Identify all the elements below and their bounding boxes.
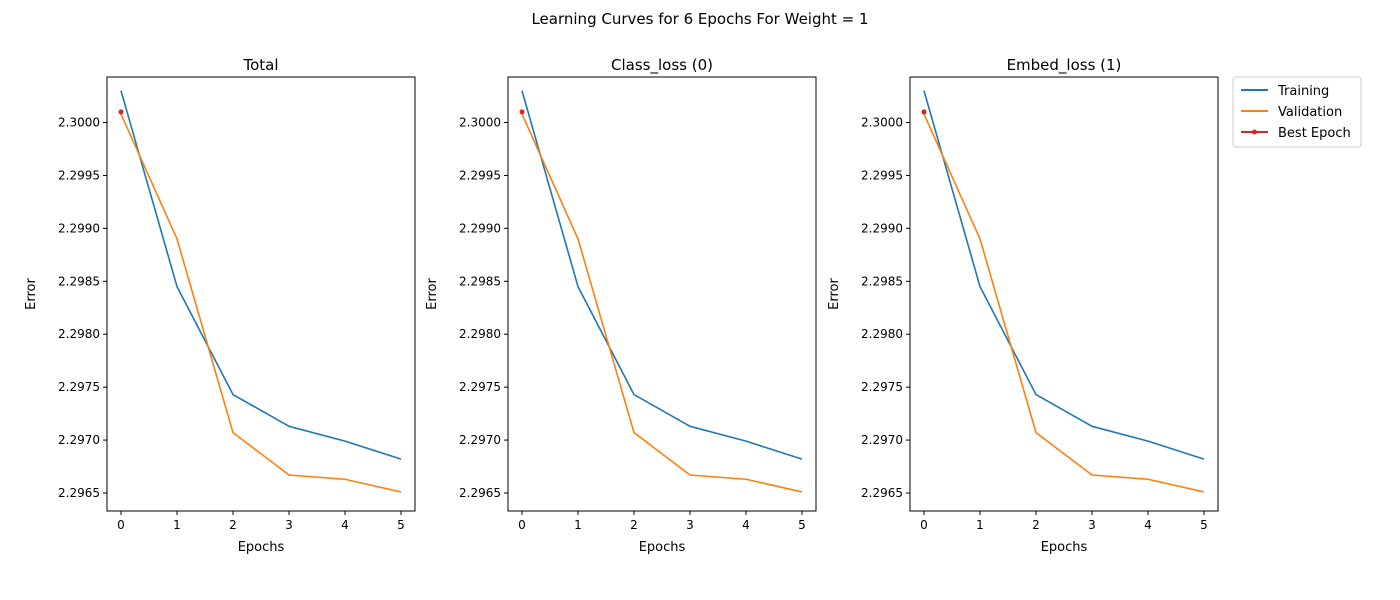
series-line-validation [923,113,1205,493]
subplot-1: Total 0 1 2 3 4 5 2.2965 2.2970 2.2975 2.2980 2.298… [24,56,416,555]
x-tick-label: 4 [1144,518,1152,532]
x-tick-label: 3 [686,518,694,532]
x-tick-label: 3 [1088,518,1096,532]
y-tick-label: 2.3000 [459,116,501,130]
series-line-validation [521,113,803,493]
axes-frame [909,76,1219,512]
legend-validation-label: Validation [1278,105,1342,120]
x-tick-label: 2 [229,518,237,532]
y-tick-label: 2.2975 [58,380,100,394]
y-axis-label: Error [24,278,39,310]
subplot-3: Embed_loss (1) 0 1 2 3 4 5 2.2965 2.2970 2.2975 2.… [827,56,1219,555]
x-axis-label: Epochs [1041,540,1088,555]
legend: Training Validation Best Epoch [1232,76,1362,148]
axes-frame [507,76,817,512]
y-tick-label: 2.2995 [459,168,501,182]
x-tick-label: 4 [341,518,349,532]
subplot-title: Class_loss (0) [611,56,713,75]
x-tick-label: 2 [630,518,638,532]
best-epoch-point [921,109,927,115]
subplot-title: Total [242,56,278,74]
series-line-training [923,90,1205,460]
y-tick-label: 2.2970 [459,433,501,447]
figure-suptitle: Learning Curves for 6 Epochs For Weight … [531,10,868,28]
y-tick-label: 2.2965 [861,486,903,500]
subplot-title: Embed_loss (1) [1007,56,1122,75]
best-epoch-point [519,109,525,115]
x-tick-label: 1 [976,518,984,532]
x-tick-label: 0 [117,518,125,532]
y-tick-label: 2.2970 [861,433,903,447]
y-axis-label: Error [425,278,440,310]
y-tick-label: 2.2975 [459,380,501,394]
y-tick-label: 2.2985 [459,274,501,288]
y-axis-label: Error [827,278,842,310]
y-tick-label: 2.2970 [58,433,100,447]
y-tick-label: 2.2975 [861,380,903,394]
x-tick-label: 1 [574,518,582,532]
y-tick-label: 2.2990 [459,221,501,235]
y-tick-label: 2.2985 [58,274,100,288]
y-tick-label: 2.2995 [58,168,100,182]
legend-best-epoch-marker [1252,129,1257,135]
x-tick-label: 0 [518,518,526,532]
series-line-training [521,90,803,460]
y-tick-label: 2.2995 [861,168,903,182]
x-tick-label: 3 [285,518,293,532]
y-tick-label: 2.2990 [58,221,100,235]
legend-frame [1232,76,1362,148]
y-tick-label: 2.2990 [861,221,903,235]
series-line-training [120,90,402,460]
y-tick-label: 2.2980 [58,327,100,341]
best-epoch-point [118,109,124,115]
subplot-panels: Total 0 1 2 3 4 5 2.2965 2.2970 2.2975 2.2980 2.298… [24,56,1219,555]
x-tick-label: 5 [1200,518,1208,532]
y-tick-label: 2.2980 [459,327,501,341]
y-tick-label: 2.2980 [861,327,903,341]
x-tick-label: 4 [742,518,750,532]
legend-best-epoch-label: Best Epoch [1278,126,1351,141]
y-tick-label: 2.2985 [861,274,903,288]
x-tick-label: 2 [1032,518,1040,532]
y-tick-label: 2.2965 [58,486,100,500]
series-line-validation [120,113,402,493]
subplot-2: Class_loss (0) 0 1 2 3 4 5 2.2965 2.2970 2.2975 2.… [425,56,817,555]
y-tick-label: 2.2965 [459,486,501,500]
y-tick-label: 2.3000 [861,116,903,130]
x-tick-label: 5 [397,518,405,532]
x-axis-label: Epochs [238,540,285,555]
legend-training-label: Training [1277,84,1329,99]
y-tick-label: 2.3000 [58,116,100,130]
x-axis-label: Epochs [639,540,686,555]
x-tick-label: 1 [173,518,181,532]
x-tick-label: 0 [920,518,928,532]
x-tick-label: 5 [798,518,806,532]
axes-frame [106,76,416,512]
